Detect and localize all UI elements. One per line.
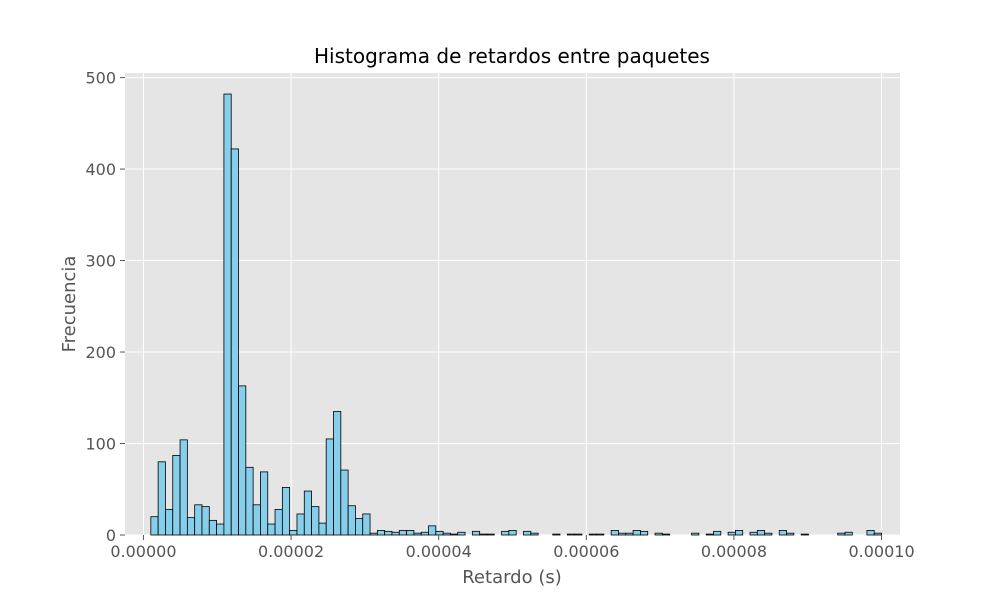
x-tick-label: 0.00000	[110, 542, 176, 561]
histogram-bar	[479, 533, 488, 536]
histogram-bar	[523, 530, 532, 536]
histogram-bar	[274, 508, 283, 536]
histogram-bar	[376, 530, 386, 536]
histogram-bar	[289, 530, 298, 536]
histogram-bar	[384, 530, 393, 536]
histogram-bar	[457, 531, 466, 536]
histogram-bar	[442, 532, 451, 536]
histogram-bar	[508, 530, 517, 536]
histogram-bar	[749, 531, 758, 536]
histogram-bar	[252, 504, 261, 536]
histogram-bar	[223, 93, 232, 536]
histogram-bar	[574, 533, 583, 536]
histogram-bar	[618, 532, 627, 536]
histogram-bar	[764, 532, 773, 536]
histogram-bar	[194, 504, 203, 536]
histogram-bar	[786, 532, 795, 536]
y-tick-label: 100	[85, 435, 116, 454]
histogram-bar	[428, 525, 437, 536]
histogram-bar	[318, 522, 327, 536]
histogram-bar	[267, 523, 276, 536]
histogram-bar	[735, 530, 744, 536]
histogram-bar	[260, 471, 269, 536]
plot-area	[125, 73, 900, 535]
histogram-bar	[347, 505, 356, 536]
histogram-bar	[640, 530, 649, 536]
histogram-bar	[654, 532, 663, 536]
histogram-bar	[179, 439, 188, 536]
y-axis-label: Frecuencia	[59, 256, 80, 353]
x-axis-label: Retardo (s)	[462, 567, 562, 588]
chart-title: Histograma de retardos entre paquetes	[314, 44, 710, 68]
x-tick-label: 0.00002	[258, 542, 324, 561]
histogram-bar	[201, 506, 210, 536]
histogram-bar	[632, 530, 641, 536]
x-tick-label: 0.00008	[701, 542, 767, 561]
histogram-bar	[245, 466, 254, 536]
histogram-bar	[530, 532, 539, 536]
histogram-bar	[150, 516, 159, 536]
histogram-bar	[588, 533, 597, 536]
histogram-bar	[566, 533, 576, 536]
histogram-bar	[355, 518, 364, 536]
histogram-bar	[837, 532, 846, 536]
histogram-bar	[391, 531, 400, 536]
histogram-bar	[756, 530, 766, 536]
x-tick-label: 0.00006	[553, 542, 619, 561]
histogram-bar	[486, 533, 495, 536]
histogram-bar	[172, 455, 181, 536]
histogram-bar	[165, 508, 174, 536]
histogram-bar	[471, 530, 481, 536]
histogram-bar	[230, 148, 239, 536]
x-axis: 0.00000 0.00002 0.00004 0.00006 0.00008 0.000…	[110, 535, 915, 561]
histogram-bar	[661, 533, 671, 536]
histogram-bar	[800, 533, 809, 536]
histogram-bar	[340, 469, 349, 536]
histogram-bars	[150, 93, 882, 536]
histogram-bar	[435, 530, 444, 536]
x-tick-label: 0.00010	[848, 542, 914, 561]
y-tick-label: 400	[85, 160, 116, 179]
histogram-bar	[778, 530, 787, 536]
histogram-bar	[625, 532, 634, 536]
histogram-bar	[325, 438, 334, 536]
histogram-bar	[413, 532, 422, 536]
histogram-bar	[713, 530, 722, 536]
histogram-bar	[296, 513, 305, 536]
histogram-bar	[691, 532, 700, 536]
histogram-bar	[369, 532, 378, 536]
histogram-bar	[610, 530, 619, 536]
histogram-bar	[406, 530, 415, 536]
histogram-bar	[866, 530, 875, 536]
x-tick-label: 0.00004	[406, 542, 472, 561]
histogram-bar	[186, 517, 196, 536]
histogram-bar	[398, 530, 407, 536]
histogram-bar	[501, 530, 510, 536]
histogram-bar	[303, 490, 312, 536]
y-tick-label: 200	[85, 343, 116, 362]
histogram-bar	[208, 519, 217, 536]
histogram-bar	[450, 533, 459, 536]
histogram-bar	[311, 506, 320, 536]
histogram-bar	[157, 461, 166, 536]
histogram-bar	[216, 523, 225, 536]
histogram-bar	[362, 513, 371, 536]
histogram-bar	[238, 385, 247, 536]
histogram-bar	[596, 533, 605, 536]
histogram-bar	[705, 533, 714, 536]
histogram-bar	[727, 531, 736, 536]
histogram-bar	[420, 531, 429, 536]
histogram-bar	[552, 533, 561, 536]
y-tick-label: 300	[85, 252, 116, 271]
histogram-bar	[281, 487, 291, 536]
y-tick-label: 0	[106, 526, 116, 545]
y-tick-label: 500	[85, 69, 116, 88]
histogram-bar	[873, 532, 882, 536]
histogram-bar	[333, 411, 342, 536]
y-axis: 0 100 200 300 400 500	[85, 69, 125, 545]
histogram-bar	[844, 531, 853, 536]
